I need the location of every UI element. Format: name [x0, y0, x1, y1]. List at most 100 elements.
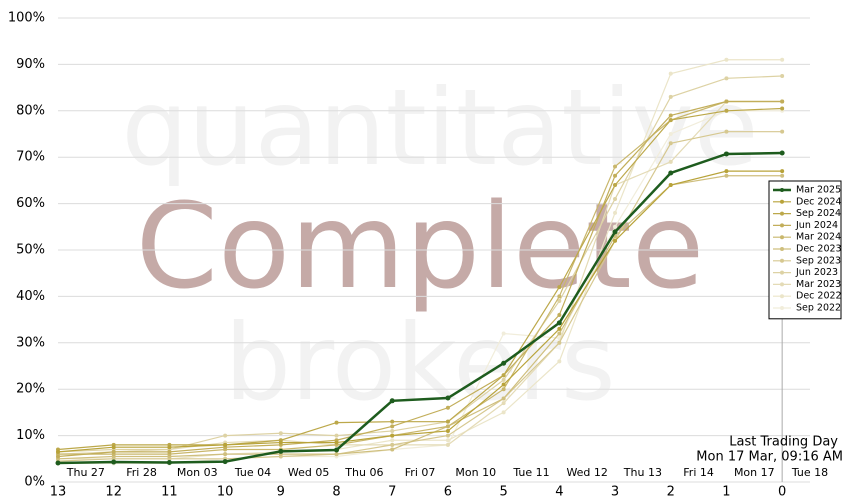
x2-tick-label: Thu 27	[66, 466, 105, 479]
legend-label: Dec 2024	[796, 196, 842, 207]
point	[724, 129, 729, 134]
point	[111, 445, 116, 450]
series	[56, 169, 785, 454]
y-tick-label: 10%	[16, 428, 45, 443]
point	[668, 94, 673, 99]
point	[166, 460, 172, 466]
point	[613, 164, 618, 169]
point	[613, 238, 618, 243]
x-tick-label: 7	[388, 485, 396, 500]
point	[557, 331, 562, 336]
point	[724, 108, 729, 113]
point	[167, 449, 172, 454]
point	[445, 405, 450, 410]
point	[501, 387, 506, 392]
legend-label: Dec 2022	[796, 291, 842, 302]
x-tick-label: 2	[667, 485, 675, 500]
point	[501, 377, 506, 382]
y-tick-label: 0%	[24, 475, 45, 490]
point	[222, 459, 228, 465]
point	[334, 420, 339, 425]
point	[278, 431, 283, 436]
point	[445, 438, 450, 443]
point	[668, 170, 674, 176]
x-tick-label: 11	[161, 485, 178, 500]
y-tick-label: 90%	[16, 57, 45, 72]
point	[56, 454, 60, 459]
point	[557, 326, 562, 331]
point	[557, 285, 562, 290]
y-tick-label: 40%	[16, 289, 45, 304]
point	[668, 159, 673, 164]
point	[445, 428, 450, 433]
point	[668, 183, 673, 188]
point	[501, 360, 507, 366]
point	[445, 433, 450, 438]
legend-swatch	[780, 188, 784, 192]
point	[557, 312, 562, 317]
point	[612, 229, 618, 235]
point	[445, 395, 451, 401]
x2-tick-label: Mon 10	[455, 466, 496, 479]
series-line	[57, 170, 783, 453]
point	[557, 299, 562, 304]
annotation: Last Trading Day	[729, 435, 838, 450]
series-line	[57, 151, 783, 465]
x-tick-label: 13	[50, 485, 67, 500]
point	[390, 438, 395, 443]
point	[389, 398, 395, 404]
point	[55, 460, 61, 466]
x-tick-label: 8	[332, 485, 340, 500]
legend-swatch	[780, 294, 784, 299]
point	[390, 419, 395, 424]
point	[111, 459, 117, 465]
legend-label: Mar 2023	[796, 279, 841, 290]
point	[724, 76, 729, 81]
point	[167, 445, 172, 450]
series	[55, 150, 785, 466]
point	[613, 224, 618, 229]
point	[111, 449, 116, 454]
x2-tick-label: Fri 14	[683, 466, 714, 479]
x2-tick-label: Mon 17	[734, 466, 775, 479]
x2-tick-label: Tue 04	[234, 466, 271, 479]
y-tick-label: 20%	[16, 382, 45, 397]
point	[613, 210, 618, 215]
point	[445, 419, 450, 424]
x-tick-label: 9	[277, 485, 285, 500]
point	[501, 382, 506, 387]
point	[780, 129, 785, 134]
legend-label: Jun 2023	[795, 267, 838, 278]
point	[780, 106, 785, 111]
legend-label: Dec 2023	[796, 244, 842, 255]
point	[445, 424, 450, 429]
series-line	[57, 107, 783, 451]
legend-label: Mar 2024	[796, 232, 841, 243]
point	[668, 141, 673, 146]
point	[390, 442, 395, 447]
x-tick-label: 4	[555, 485, 563, 500]
point	[56, 449, 60, 454]
y-tick-label: 70%	[16, 150, 45, 165]
x-tick-label: 1	[722, 485, 730, 500]
point	[501, 373, 506, 378]
annotation: Mon 17 Mar, 09:16 AM	[696, 450, 843, 465]
legend-label: Sep 2022	[796, 303, 841, 314]
point	[780, 173, 785, 178]
legend-swatch	[780, 247, 784, 251]
x2-tick-label: Mon 03	[177, 466, 218, 479]
point	[390, 428, 395, 433]
point	[780, 99, 785, 104]
point	[557, 359, 562, 364]
legend-label: Jun 2024	[795, 220, 838, 231]
series-line	[57, 100, 783, 455]
point	[501, 410, 506, 415]
point	[668, 71, 673, 76]
point	[724, 99, 729, 104]
point	[390, 447, 395, 452]
point	[501, 396, 506, 401]
y-tick-label: 50%	[16, 243, 45, 258]
series-line	[57, 100, 783, 458]
x-tick-label: 0	[778, 485, 786, 500]
point	[501, 331, 506, 336]
